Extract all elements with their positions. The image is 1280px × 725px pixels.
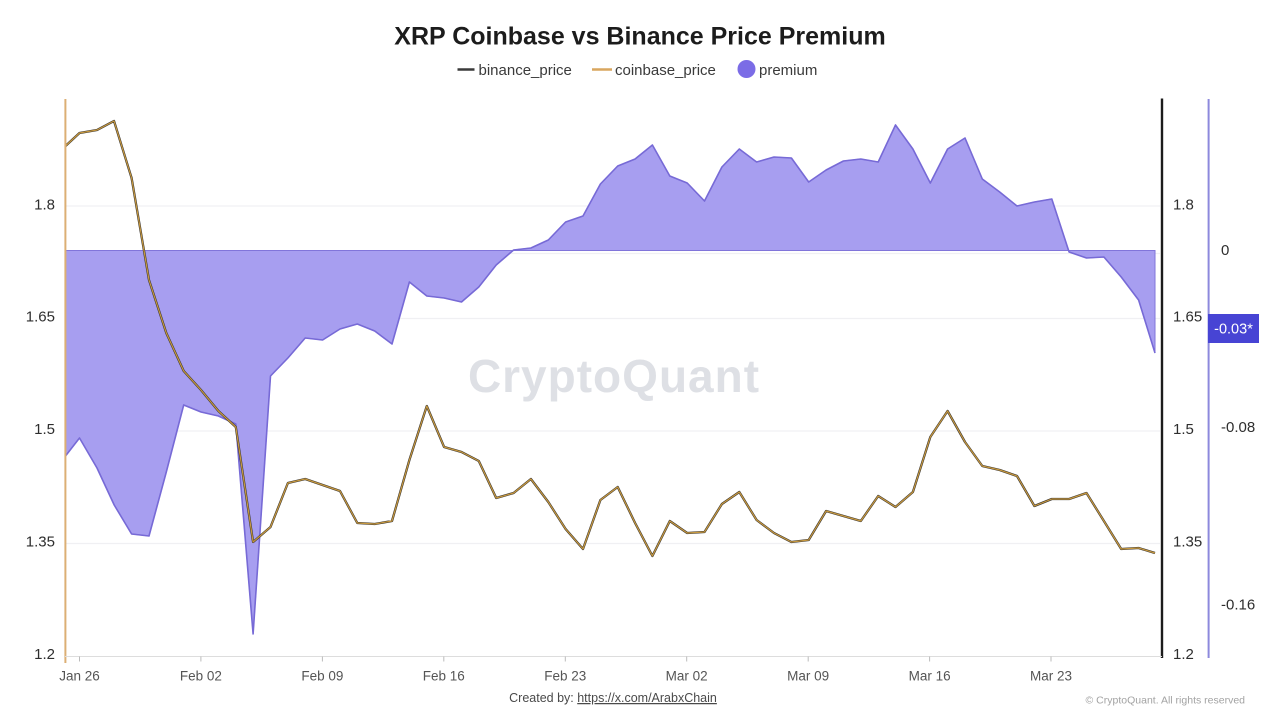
svg-text:-0.08: -0.08 (1221, 419, 1255, 436)
svg-text:1.2: 1.2 (1173, 646, 1194, 663)
svg-text:Mar 09: Mar 09 (787, 669, 829, 684)
svg-text:1.65: 1.65 (26, 309, 55, 326)
svg-text:-0.16: -0.16 (1221, 596, 1255, 613)
svg-text:1.8: 1.8 (1173, 196, 1194, 213)
svg-text:binance_price: binance_price (479, 62, 572, 79)
svg-text:1.8: 1.8 (34, 196, 55, 213)
svg-text:1.5: 1.5 (34, 421, 55, 438)
svg-text:1.2: 1.2 (34, 646, 55, 663)
svg-text:Mar 02: Mar 02 (666, 669, 708, 684)
svg-text:0: 0 (1221, 242, 1229, 259)
svg-text:Mar 16: Mar 16 (909, 669, 951, 684)
svg-text:coinbase_price: coinbase_price (615, 62, 716, 79)
svg-text:premium: premium (759, 62, 817, 79)
svg-text:Feb 09: Feb 09 (301, 669, 343, 684)
svg-text:-0.03*: -0.03* (1214, 322, 1253, 338)
svg-text:Feb 23: Feb 23 (544, 669, 586, 684)
svg-text:Feb 02: Feb 02 (180, 669, 222, 684)
svg-text:1.5: 1.5 (1173, 421, 1194, 438)
svg-text:XRP Coinbase vs Binance Price: XRP Coinbase vs Binance Price Premium (394, 23, 885, 51)
svg-text:1.65: 1.65 (1173, 309, 1202, 326)
svg-text:Mar 23: Mar 23 (1030, 669, 1072, 684)
svg-text:1.35: 1.35 (26, 534, 55, 551)
svg-text:Feb 16: Feb 16 (423, 669, 465, 684)
svg-text:1.35: 1.35 (1173, 534, 1202, 551)
svg-text:CryptoQuant: CryptoQuant (468, 350, 760, 402)
svg-text:© CryptoQuant. All rights rese: © CryptoQuant. All rights reserved (1086, 695, 1246, 707)
svg-text:Jan 26: Jan 26 (59, 669, 100, 684)
svg-text:Created by: https://x.com/Arab: Created by: https://x.com/ArabxChain (509, 691, 717, 705)
